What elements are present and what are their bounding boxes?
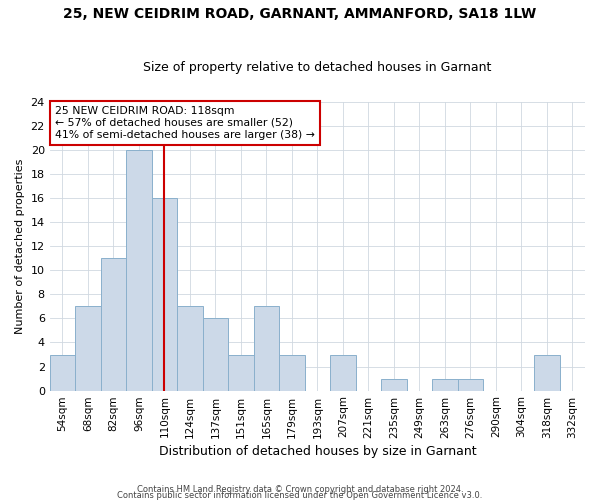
Bar — [75, 306, 101, 390]
Bar — [254, 306, 279, 390]
Bar — [50, 354, 75, 390]
X-axis label: Distribution of detached houses by size in Garnant: Distribution of detached houses by size … — [158, 444, 476, 458]
Bar — [177, 306, 203, 390]
Text: 25, NEW CEIDRIM ROAD, GARNANT, AMMANFORD, SA18 1LW: 25, NEW CEIDRIM ROAD, GARNANT, AMMANFORD… — [64, 8, 536, 22]
Y-axis label: Number of detached properties: Number of detached properties — [15, 158, 25, 334]
Bar — [279, 354, 305, 390]
Text: Contains HM Land Registry data © Crown copyright and database right 2024.: Contains HM Land Registry data © Crown c… — [137, 484, 463, 494]
Text: Contains public sector information licensed under the Open Government Licence v3: Contains public sector information licen… — [118, 490, 482, 500]
Bar — [228, 354, 254, 390]
Bar — [126, 150, 152, 390]
Bar — [330, 354, 356, 390]
Title: Size of property relative to detached houses in Garnant: Size of property relative to detached ho… — [143, 62, 491, 74]
Bar — [381, 378, 407, 390]
Bar — [534, 354, 560, 390]
Bar — [203, 318, 228, 390]
Text: 25 NEW CEIDRIM ROAD: 118sqm
← 57% of detached houses are smaller (52)
41% of sem: 25 NEW CEIDRIM ROAD: 118sqm ← 57% of det… — [55, 106, 315, 140]
Bar — [458, 378, 483, 390]
Bar — [432, 378, 458, 390]
Bar — [152, 198, 177, 390]
Bar — [101, 258, 126, 390]
